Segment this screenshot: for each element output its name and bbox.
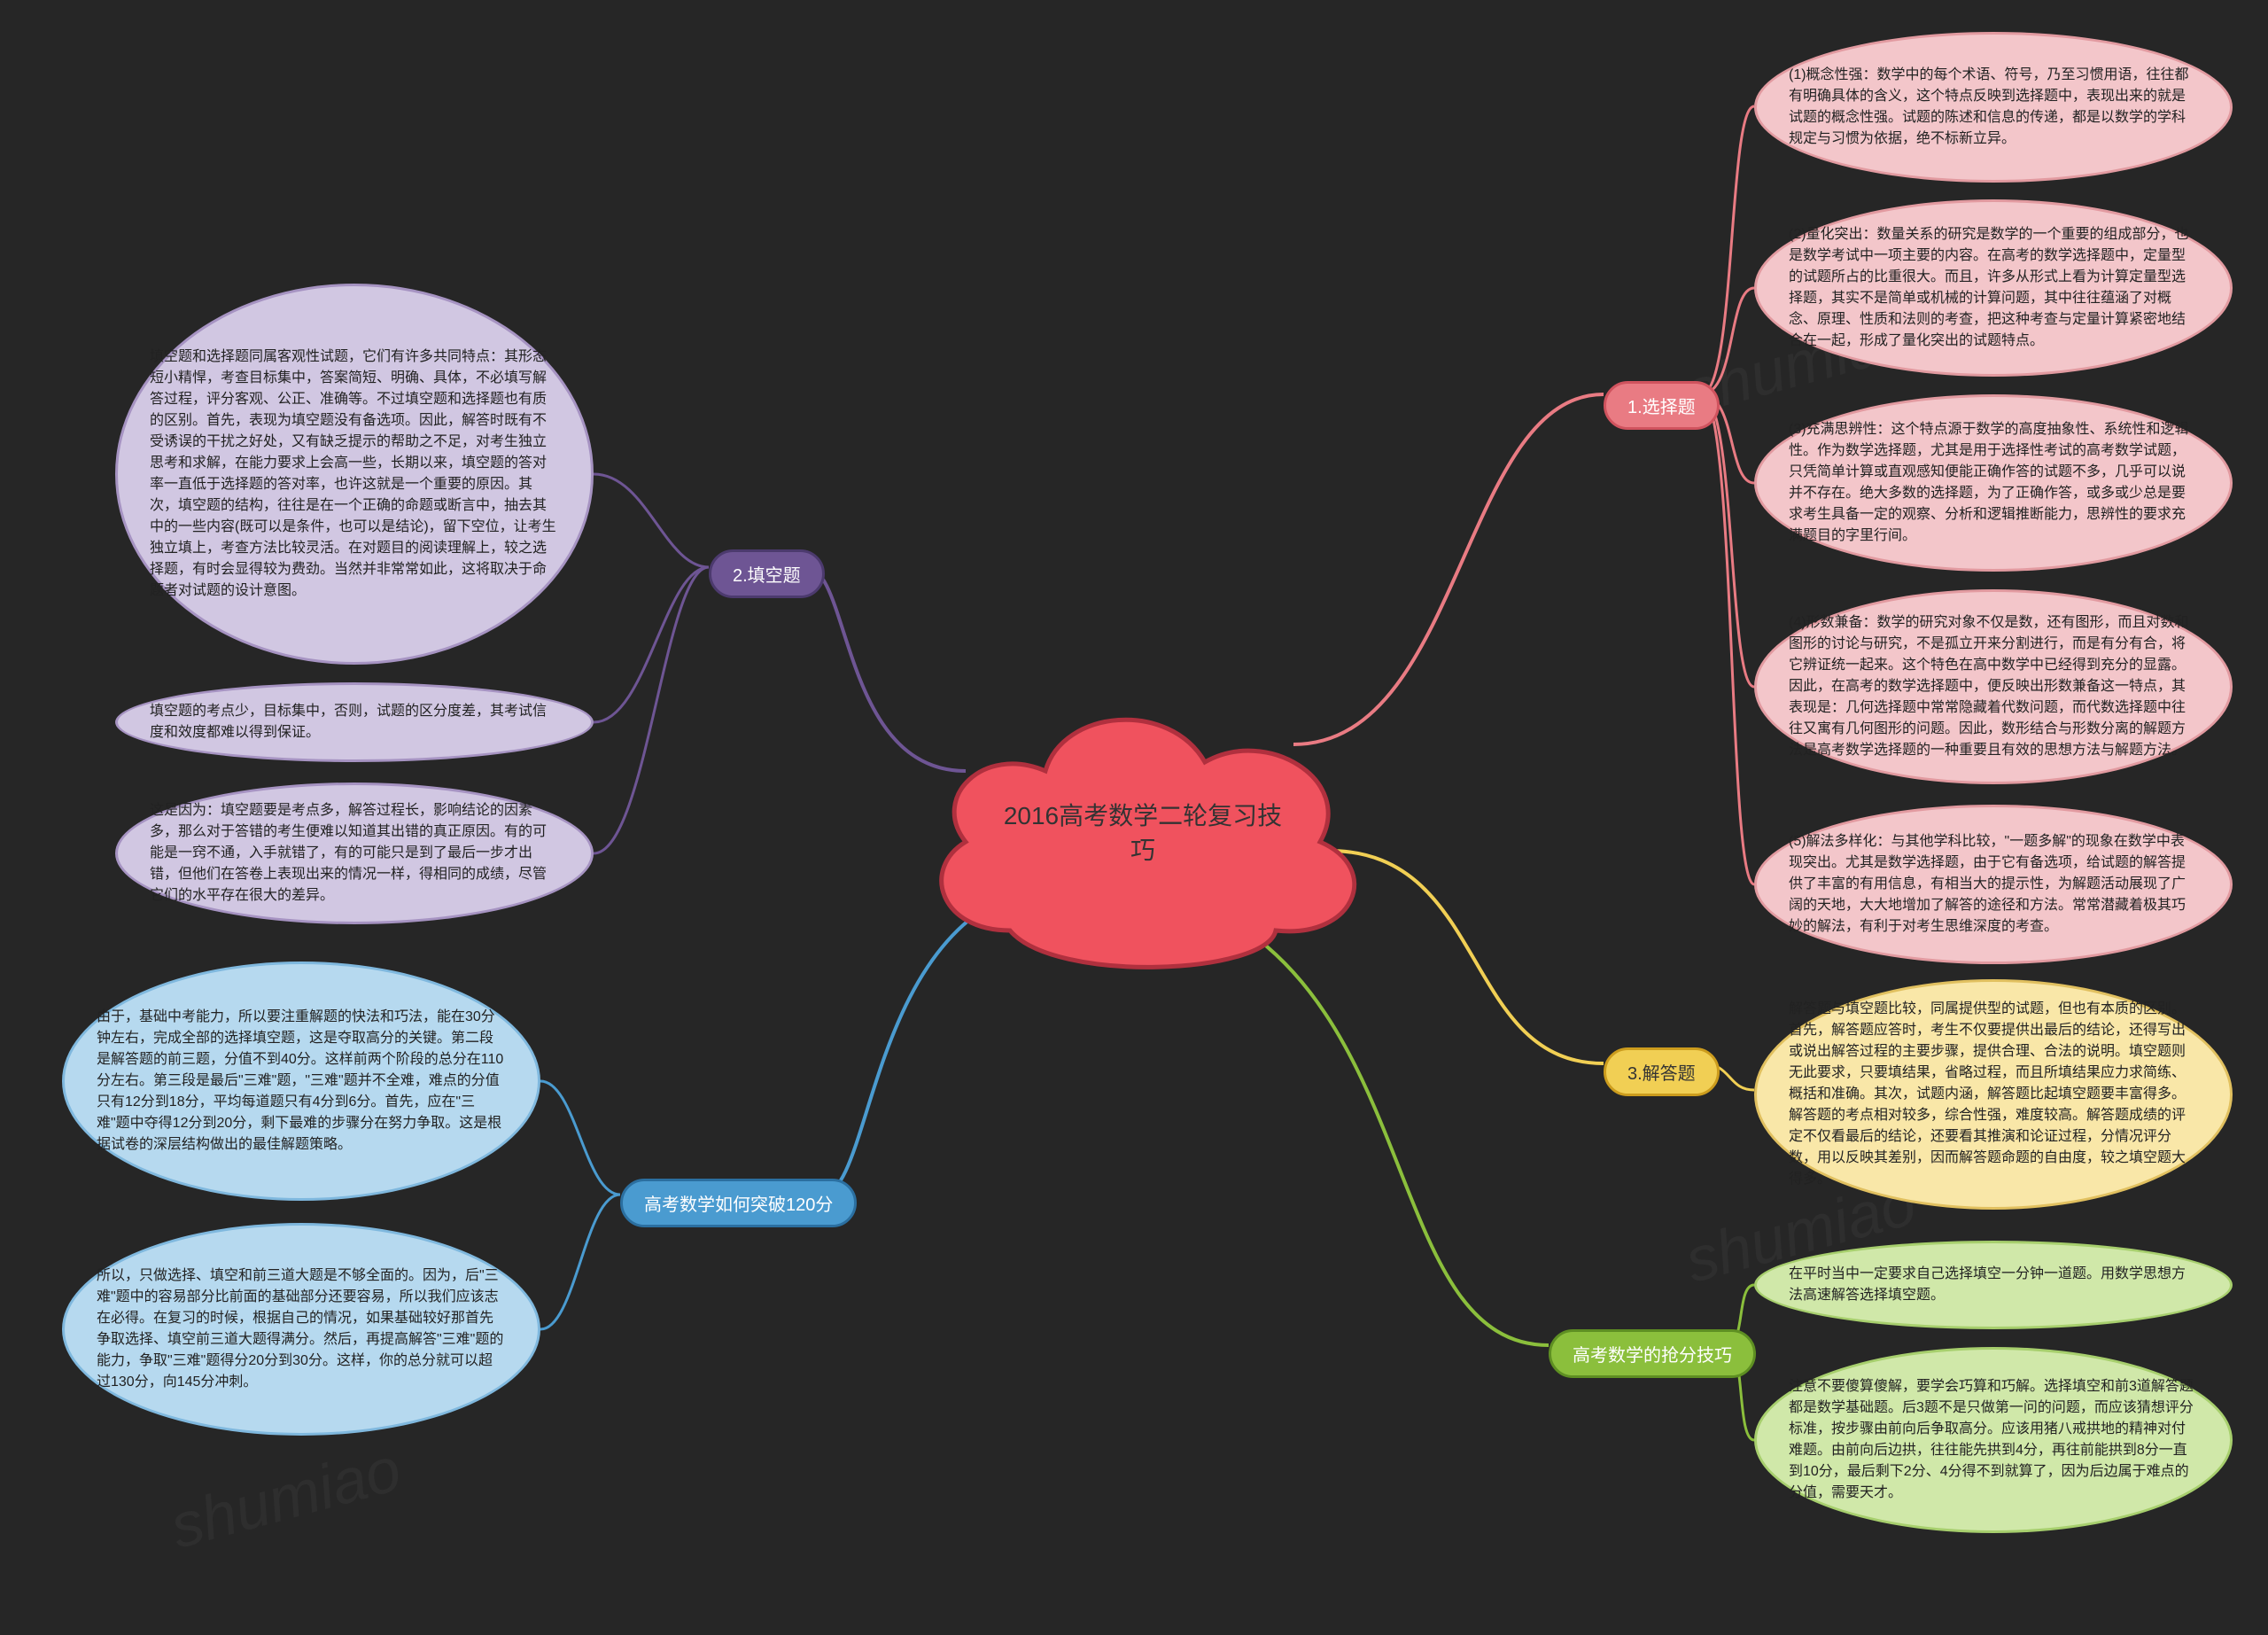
answer-bubble-1: 解答题与填空题比较，同属提供型的试题，但也有本质的区别。首先，解答题应答时，考生… xyxy=(1754,979,2233,1210)
branch-skill: 高考数学的抢分技巧 xyxy=(1549,1329,1756,1378)
exceed-bubble-1: 由于，基础中考能力，所以要注重解题的快法和巧法，能在30分钟左右，完成全部的选择… xyxy=(62,962,540,1201)
skill-bubble-2: 注意不要傻算傻解，要学会巧算和巧解。选择填空和前3道解答题都是数学基础题。后3题… xyxy=(1754,1347,2233,1533)
choice-bubble-2: (2)量化突出：数量关系的研究是数学的一个重要的组成部分，也是数学考试中一项主要… xyxy=(1754,199,2233,377)
choice-bubble-1: (1)概念性强：数学中的每个术语、符号，乃至习惯用语，往往都有明确具体的含义，这… xyxy=(1754,32,2233,183)
skill-bubble-1: 在平时当中一定要求自己选择填空一分钟一道题。用数学思想方法高速解答选择填空题。 xyxy=(1754,1241,2233,1329)
branch-exceed: 高考数学如何突破120分 xyxy=(620,1179,857,1227)
blank-bubble-1: 填空题和选择题同属客观性试题，它们有许多共同特点：其形态短小精悍，考查目标集中，… xyxy=(115,284,594,665)
watermark: shumiao xyxy=(163,1433,408,1562)
choice-bubble-4: (4)形数兼备：数学的研究对象不仅是数，还有图形，而且对数和图形的讨论与研究，不… xyxy=(1754,589,2233,784)
branch-blank: 2.填空题 xyxy=(709,549,825,598)
center-title: 2016高考数学二轮复习技巧 xyxy=(994,798,1292,868)
blank-bubble-2: 填空题的考点少，目标集中，否则，试题的区分度差，其考试信度和效度都难以得到保证。 xyxy=(115,682,594,762)
choice-bubble-5: (5)解法多样化：与其他学科比较，"一题多解"的现象在数学中表现突出。尤其是数学… xyxy=(1754,805,2233,964)
center-topic: 2016高考数学二轮复习技巧 xyxy=(895,665,1391,1001)
branch-answer: 3.解答题 xyxy=(1604,1047,1720,1096)
choice-bubble-3: (3)充满思辨性：这个特点源于数学的高度抽象性、系统性和逻辑性。作为数学选择题，… xyxy=(1754,394,2233,572)
exceed-bubble-2: 所以，只做选择、填空和前三道大题是不够全面的。因为，后"三难"题中的容易部分比前… xyxy=(62,1223,540,1436)
branch-choice: 1.选择题 xyxy=(1604,381,1720,430)
blank-bubble-3: 这是因为：填空题要是考点多，解答过程长，影响结论的因素多，那么对于答错的考生便难… xyxy=(115,782,594,924)
